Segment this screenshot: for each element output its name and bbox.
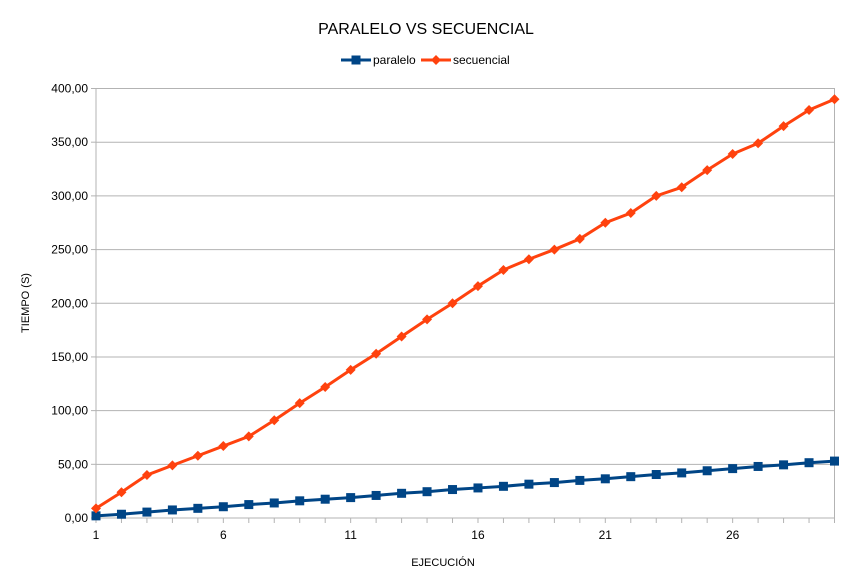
x-tick-label: 11 bbox=[344, 528, 357, 542]
point-paralelo bbox=[218, 502, 228, 512]
y-tick-label: 200,00 bbox=[51, 296, 88, 310]
point-paralelo bbox=[702, 466, 712, 476]
point-paralelo bbox=[804, 458, 814, 468]
point-paralelo bbox=[142, 507, 152, 517]
point-paralelo bbox=[575, 475, 585, 485]
point-secuencial bbox=[167, 460, 178, 471]
y-tick-label: 50,00 bbox=[58, 457, 88, 471]
point-paralelo bbox=[193, 503, 203, 513]
point-secuencial bbox=[192, 450, 203, 461]
point-secuencial bbox=[727, 148, 738, 159]
point-secuencial bbox=[702, 165, 713, 176]
point-secuencial bbox=[625, 208, 636, 219]
point-secuencial bbox=[294, 398, 305, 409]
point-secuencial bbox=[804, 104, 815, 115]
legend-label-paralelo: paralelo bbox=[373, 53, 416, 67]
legend-marker-paralelo bbox=[351, 55, 361, 65]
x-tick-label: 26 bbox=[726, 528, 740, 542]
point-secuencial bbox=[396, 331, 407, 342]
point-paralelo bbox=[498, 481, 508, 491]
point-secuencial bbox=[472, 281, 483, 292]
point-secuencial bbox=[243, 431, 254, 442]
point-secuencial bbox=[422, 314, 433, 325]
point-secuencial bbox=[651, 190, 662, 201]
point-paralelo bbox=[651, 470, 661, 480]
chart-title: PARALELO VS SECUENCIAL bbox=[318, 21, 534, 38]
point-secuencial bbox=[753, 138, 764, 149]
point-paralelo bbox=[91, 511, 101, 521]
point-paralelo bbox=[320, 494, 330, 504]
point-paralelo bbox=[346, 493, 356, 503]
y-tick-label: 150,00 bbox=[51, 350, 88, 364]
point-paralelo bbox=[269, 498, 279, 508]
point-secuencial bbox=[141, 470, 152, 481]
y-tick-label: 100,00 bbox=[51, 404, 88, 418]
point-secuencial bbox=[320, 382, 331, 393]
point-paralelo bbox=[397, 488, 407, 498]
series-layer bbox=[91, 94, 840, 521]
point-paralelo bbox=[830, 456, 839, 466]
point-paralelo bbox=[549, 478, 559, 488]
point-secuencial bbox=[116, 487, 127, 498]
point-paralelo bbox=[677, 468, 687, 478]
y-tick-label: 400,00 bbox=[51, 82, 88, 96]
y-tick-label: 300,00 bbox=[51, 189, 88, 203]
point-paralelo bbox=[295, 496, 305, 506]
point-secuencial bbox=[829, 94, 840, 105]
point-secuencial bbox=[778, 121, 789, 132]
point-paralelo bbox=[728, 464, 738, 474]
point-secuencial bbox=[549, 244, 560, 255]
point-secuencial bbox=[269, 415, 280, 426]
point-paralelo bbox=[753, 461, 763, 471]
point-secuencial bbox=[498, 264, 509, 275]
x-axis-label: EJECUCIÓN bbox=[411, 556, 475, 569]
point-paralelo bbox=[600, 474, 610, 484]
point-paralelo bbox=[626, 472, 636, 482]
point-paralelo bbox=[422, 487, 432, 497]
y-tick-label: 350,00 bbox=[51, 135, 88, 149]
point-paralelo bbox=[167, 505, 177, 515]
series-line-secuencial bbox=[95, 97, 836, 510]
x-tick-label: 21 bbox=[599, 528, 613, 542]
point-secuencial bbox=[600, 217, 611, 228]
legend-label-secuencial: secuencial bbox=[453, 53, 510, 67]
point-paralelo bbox=[473, 483, 483, 493]
point-secuencial bbox=[676, 182, 687, 193]
point-paralelo bbox=[116, 509, 126, 519]
y-tick-label: 250,00 bbox=[51, 243, 88, 257]
y-tick-label: 0,00 bbox=[65, 511, 89, 525]
y-axis-label: TIEMPO (S) bbox=[20, 273, 32, 333]
point-paralelo bbox=[779, 460, 789, 470]
x-tick-label: 1 bbox=[93, 528, 100, 542]
point-paralelo bbox=[448, 485, 458, 495]
point-secuencial bbox=[574, 233, 585, 244]
point-secuencial bbox=[345, 364, 356, 375]
point-secuencial bbox=[371, 348, 382, 359]
legend-marker-secuencial bbox=[431, 55, 441, 65]
x-axis-ticks: 1 6 11 16 21 26 bbox=[93, 518, 835, 542]
point-secuencial bbox=[91, 503, 101, 514]
point-paralelo bbox=[524, 479, 534, 489]
x-tick-label: 6 bbox=[220, 528, 227, 542]
point-secuencial bbox=[523, 254, 534, 265]
point-paralelo bbox=[371, 490, 381, 500]
point-secuencial bbox=[447, 298, 458, 309]
y-axis-ticks: 0,00 50,00 100,00 150,00 200,00 250,00 300,00 3… bbox=[51, 82, 96, 525]
point-paralelo bbox=[244, 500, 254, 510]
point-secuencial bbox=[218, 441, 229, 452]
x-tick-label: 16 bbox=[471, 528, 485, 542]
legend: paralelo secuencial bbox=[341, 53, 510, 67]
